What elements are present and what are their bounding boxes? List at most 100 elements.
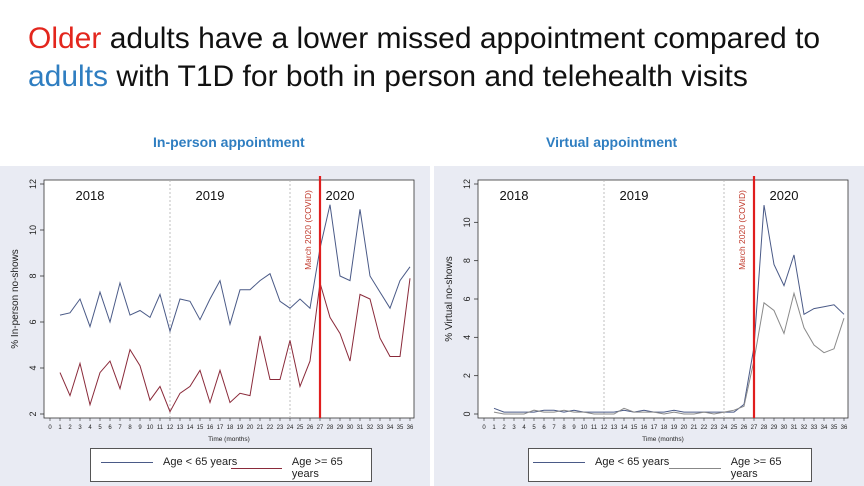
x-axis-label: Time (months) <box>208 436 250 443</box>
x-tick-label: 13 <box>611 425 618 431</box>
y-tick-label: 8 <box>462 258 472 263</box>
x-tick-label: 5 <box>532 425 536 431</box>
x-tick-label: 14 <box>187 425 194 431</box>
x-tick-label: 6 <box>542 425 546 431</box>
x-tick-label: 23 <box>711 425 718 431</box>
series-line <box>493 291 845 415</box>
x-tick-label: 16 <box>641 425 648 431</box>
y-tick-label: 12 <box>462 179 472 189</box>
x-tick-label: 30 <box>347 425 354 431</box>
year-label: 2020 <box>326 188 355 203</box>
series-line <box>493 205 845 413</box>
year-label: 2020 <box>770 188 799 203</box>
x-tick-label: 18 <box>227 425 234 431</box>
legend-item-young: Age < 65 years <box>101 456 237 468</box>
series-line <box>59 278 411 413</box>
x-tick-label: 35 <box>831 425 838 431</box>
x-tick-label: 16 <box>207 425 214 431</box>
x-tick-label: 3 <box>78 425 82 431</box>
title-text-end: with T1D for both in person and teleheal… <box>108 60 748 93</box>
x-tick-label: 22 <box>267 425 274 431</box>
x-tick-label: 31 <box>791 425 798 431</box>
x-tick-label: 19 <box>671 425 678 431</box>
legend-label: Age >= 65 years <box>291 456 343 480</box>
x-tick-label: 26 <box>741 425 748 431</box>
x-tick-label: 23 <box>277 425 284 431</box>
series-line <box>59 204 411 333</box>
y-axis-label: % Virtual no-shows <box>444 256 455 341</box>
x-tick-label: 32 <box>367 425 374 431</box>
y-tick-label: 4 <box>28 365 38 370</box>
x-tick-label: 31 <box>357 425 364 431</box>
y-tick-label: 6 <box>28 319 38 324</box>
legend-label: Age < 65 years <box>163 456 238 468</box>
x-tick-label: 33 <box>377 425 384 431</box>
x-tick-label: 29 <box>337 425 344 431</box>
x-tick-label: 4 <box>88 425 92 431</box>
x-tick-label: 34 <box>387 425 394 431</box>
x-tick-label: 10 <box>581 425 588 431</box>
x-tick-label: 36 <box>407 425 414 431</box>
x-tick-label: 17 <box>217 425 224 431</box>
x-tick-label: 34 <box>821 425 828 431</box>
legend-virtual: Age < 65 years Age >= 65 years <box>528 448 812 482</box>
year-label: 2019 <box>620 188 649 203</box>
covid-label: March 2020 (COVID) <box>303 190 313 270</box>
y-tick-label: 8 <box>28 273 38 278</box>
x-tick-label: 27 <box>317 425 324 431</box>
legend-item-old: Age >= 65 years <box>669 456 811 480</box>
x-tick-label: 24 <box>721 425 728 431</box>
x-tick-label: 2 <box>502 425 506 431</box>
y-tick-label: 6 <box>462 296 472 301</box>
x-tick-label: 8 <box>562 425 566 431</box>
y-tick-label: 12 <box>28 179 38 189</box>
x-tick-label: 9 <box>138 425 142 431</box>
legend-swatch-old <box>231 467 282 469</box>
x-tick-label: 2 <box>68 425 72 431</box>
legend-swatch-old <box>669 467 721 469</box>
x-tick-label: 25 <box>731 425 738 431</box>
y-axis-label: % In-person no-shows <box>10 249 21 349</box>
x-tick-label: 15 <box>631 425 638 431</box>
x-tick-label: 28 <box>327 425 334 431</box>
x-tick-label: 1 <box>492 425 496 431</box>
x-tick-label: 12 <box>167 425 174 431</box>
y-tick-label: 0 <box>462 411 472 416</box>
x-tick-label: 12 <box>601 425 608 431</box>
x-tick-label: 11 <box>157 425 164 431</box>
x-tick-label: 36 <box>841 425 848 431</box>
x-tick-label: 27 <box>751 425 758 431</box>
legend-swatch-young <box>533 461 585 463</box>
year-label: 2019 <box>196 188 225 203</box>
year-label: 2018 <box>76 188 105 203</box>
year-label: 2018 <box>500 188 529 203</box>
y-tick-label: 2 <box>28 411 38 416</box>
x-tick-label: 1 <box>58 425 62 431</box>
x-tick-label: 4 <box>522 425 526 431</box>
x-tick-label: 21 <box>257 425 264 431</box>
x-tick-label: 28 <box>761 425 768 431</box>
y-tick-label: 4 <box>462 335 472 340</box>
x-tick-label: 5 <box>98 425 102 431</box>
x-tick-label: 18 <box>661 425 668 431</box>
x-tick-label: 11 <box>591 425 598 431</box>
legend-in-person: Age < 65 years Age >= 65 years <box>90 448 372 482</box>
x-tick-label: 19 <box>237 425 244 431</box>
x-tick-label: 0 <box>482 425 486 431</box>
legend-swatch-young <box>101 461 153 463</box>
x-tick-label: 26 <box>307 425 314 431</box>
covid-label: March 2020 (COVID) <box>737 190 747 270</box>
x-tick-label: 15 <box>197 425 204 431</box>
x-tick-label: 8 <box>128 425 132 431</box>
title-adults-word: adults <box>28 60 109 93</box>
x-tick-label: 14 <box>621 425 628 431</box>
chart-title-virtual: Virtual appointment <box>546 134 678 150</box>
x-tick-label: 7 <box>552 425 556 431</box>
title-older-word: Older <box>28 22 102 55</box>
x-tick-label: 10 <box>147 425 154 431</box>
plot-area <box>43 179 415 419</box>
x-tick-label: 20 <box>247 425 254 431</box>
x-tick-label: 24 <box>287 425 294 431</box>
x-tick-label: 13 <box>177 425 184 431</box>
